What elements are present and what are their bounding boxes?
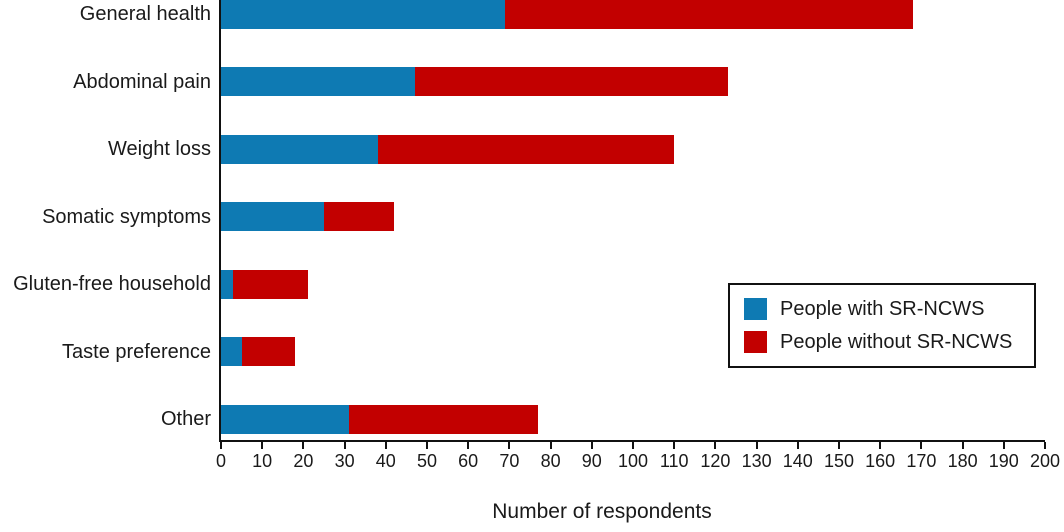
x-axis-tick [879,442,882,449]
bar-segment-without-sr-ncws [233,269,308,299]
category-label: Abdominal pain [73,70,211,93]
bar-segment-with-sr-ncws [221,337,242,367]
x-axis-tick-label: 200 [1029,451,1061,471]
x-axis-tick-label: 160 [865,451,896,471]
x-axis-tick-label: 60 [458,451,479,471]
x-axis-tick-label: 110 [659,451,689,471]
x-axis-tick [343,442,346,449]
category-label: Taste preference [62,340,211,363]
bar-segment-without-sr-ncws [414,67,728,97]
x-axis-tick [714,442,717,449]
bar-segment-without-sr-ncws [241,337,296,367]
bar-row [221,269,308,299]
x-axis-tick [508,442,511,449]
x-axis-tick-label: 100 [617,451,649,471]
x-axis-tick [261,442,264,449]
bar-segment-without-sr-ncws [324,202,395,232]
x-axis-tick-label: 130 [741,451,772,471]
x-axis-tick [302,442,305,449]
x-axis-tick [467,442,470,449]
legend-swatch-blue [744,298,767,320]
x-axis-tick-label: 40 [375,451,396,471]
x-axis-tick [1044,442,1046,449]
x-axis-tick-label: 10 [252,451,273,471]
legend-item-without-sr-ncws: People without SR-NCWS [744,331,1020,354]
bar-segment-without-sr-ncws [505,0,914,29]
x-axis-tick [920,442,923,449]
x-axis-tick-label: 0 [215,451,227,471]
x-axis-tick [549,442,552,449]
category-label: Gluten-free household [13,273,211,296]
x-axis-tick-label: 20 [293,451,314,471]
x-axis-line [219,440,1045,442]
legend: People with SR-NCWS People without SR-NC… [728,283,1036,368]
bar-row [221,337,296,367]
x-axis-tick [961,442,964,449]
x-axis-tick [796,442,799,449]
category-label: Other [160,408,211,431]
category-label: Weight loss [107,138,211,161]
x-axis-tick-label: 50 [416,451,438,471]
bar-row [221,404,539,434]
x-axis-tick-label: 170 [906,451,937,471]
x-axis-tick [384,442,387,449]
legend-item-with-sr-ncws: People with SR-NCWS [744,298,1020,321]
x-axis-tick [632,442,634,449]
x-axis-title: Number of respondents [492,500,712,523]
bar-segment-with-sr-ncws [221,67,415,97]
x-axis-tick-label: 90 [581,451,602,471]
x-axis-tick [590,442,593,449]
legend-label: People with SR-NCWS [780,297,985,320]
bar-segment-without-sr-ncws [348,404,539,434]
bar-row [221,202,395,232]
x-axis-tick-label: 80 [540,451,561,471]
bar-row [221,134,675,164]
y-axis-line [219,0,221,442]
x-axis-tick [426,442,428,449]
x-axis-tick-label: 70 [499,451,520,471]
bar-segment-with-sr-ncws [221,0,506,29]
category-label: General health [79,3,211,25]
x-axis-tick-label: 140 [782,451,813,471]
bar-segment-with-sr-ncws [221,134,378,164]
x-axis-tick [673,442,676,449]
x-axis-tick-label: 180 [947,451,978,471]
bar-segment-with-sr-ncws [221,404,349,434]
bar-segment-without-sr-ncws [377,134,675,164]
plot-area [219,0,1045,442]
category-label: Somatic symptoms [42,205,211,228]
legend-swatch-red [744,331,767,353]
x-axis-tick [755,442,758,449]
x-axis-tick-label: 190 [988,451,1019,471]
x-axis-tick [220,442,222,449]
legend-label: People without SR-NCWS [780,330,1013,353]
bar-segment-with-sr-ncws [221,269,234,299]
x-axis-tick-label: 30 [334,451,355,471]
bar-row [221,0,914,29]
x-axis-tick-label: 150 [823,451,855,471]
x-axis-tick [838,442,840,449]
x-axis-tick-label: 120 [700,451,731,471]
x-axis-tick [1002,442,1005,449]
bar-segment-with-sr-ncws [221,202,324,232]
bar-row [221,67,728,97]
